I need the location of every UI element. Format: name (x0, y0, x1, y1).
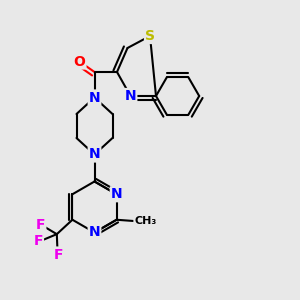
Text: N: N (111, 187, 122, 201)
Text: F: F (36, 218, 45, 233)
Text: N: N (125, 89, 136, 103)
Text: S: S (145, 29, 155, 43)
Text: N: N (89, 148, 100, 161)
Text: CH₃: CH₃ (134, 216, 157, 226)
Text: O: O (74, 55, 86, 68)
Text: N: N (89, 91, 100, 104)
Text: F: F (34, 234, 43, 248)
Text: N: N (89, 226, 100, 239)
Text: F: F (53, 248, 63, 262)
